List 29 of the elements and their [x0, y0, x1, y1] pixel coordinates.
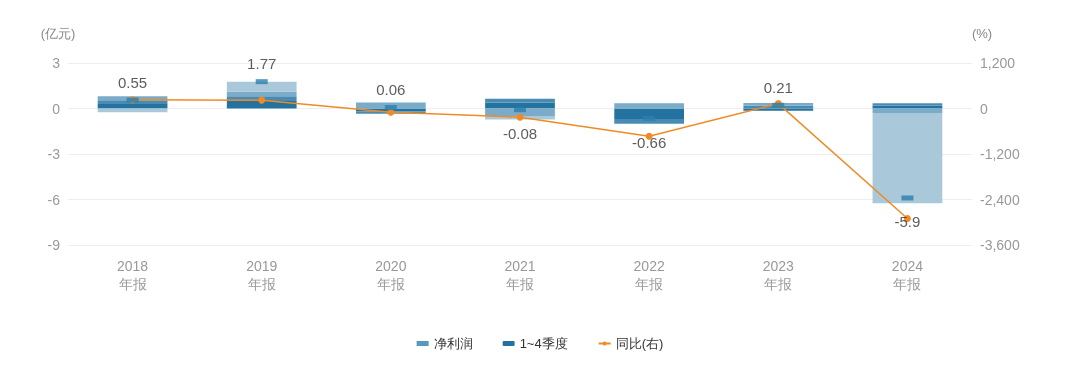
legend-label: 同比(右): [615, 336, 664, 351]
y2-tick-label: 1,200: [980, 55, 1016, 71]
data-label: 0.06: [376, 81, 406, 99]
data-label: 0.55: [117, 73, 148, 91]
x-tick-label: 2019 年报: [246, 258, 278, 292]
legend-label: 1~4季度: [519, 336, 568, 351]
x-tick-label: 2021 年报: [504, 258, 536, 292]
x-tick-label: 2022 年报: [633, 258, 665, 292]
y2-tick-label: 0: [980, 100, 988, 117]
x-tick-label: 2024 年报: [891, 258, 924, 292]
data-label: -0.08: [502, 125, 538, 143]
legend-label: 净利润: [433, 336, 473, 351]
y-tick-label: 3: [52, 55, 61, 71]
y2-tick-label: -3,600: [980, 237, 1020, 253]
y-tick-label: -3: [47, 146, 61, 162]
x-tick-label: 2020 年报: [375, 258, 407, 292]
data-label: 1.77: [247, 55, 277, 73]
data-label: 0.21: [763, 78, 793, 96]
y-tick-label: -9: [47, 237, 61, 253]
y-tick-label: 0: [52, 100, 61, 117]
y-axis-title: (亿元): [40, 26, 76, 41]
y2-axis-title: (%): [971, 26, 993, 41]
y-tick-label: -6: [47, 191, 61, 208]
x-tick-label: 2023 年报: [762, 258, 795, 292]
data-label: -5.9: [894, 213, 921, 231]
y2-tick-label: -2,400: [980, 191, 1020, 208]
data-label: -0.66: [632, 134, 667, 152]
x-tick-label: 2018 年报: [116, 258, 149, 292]
y2-tick-label: -1,200: [980, 146, 1020, 162]
